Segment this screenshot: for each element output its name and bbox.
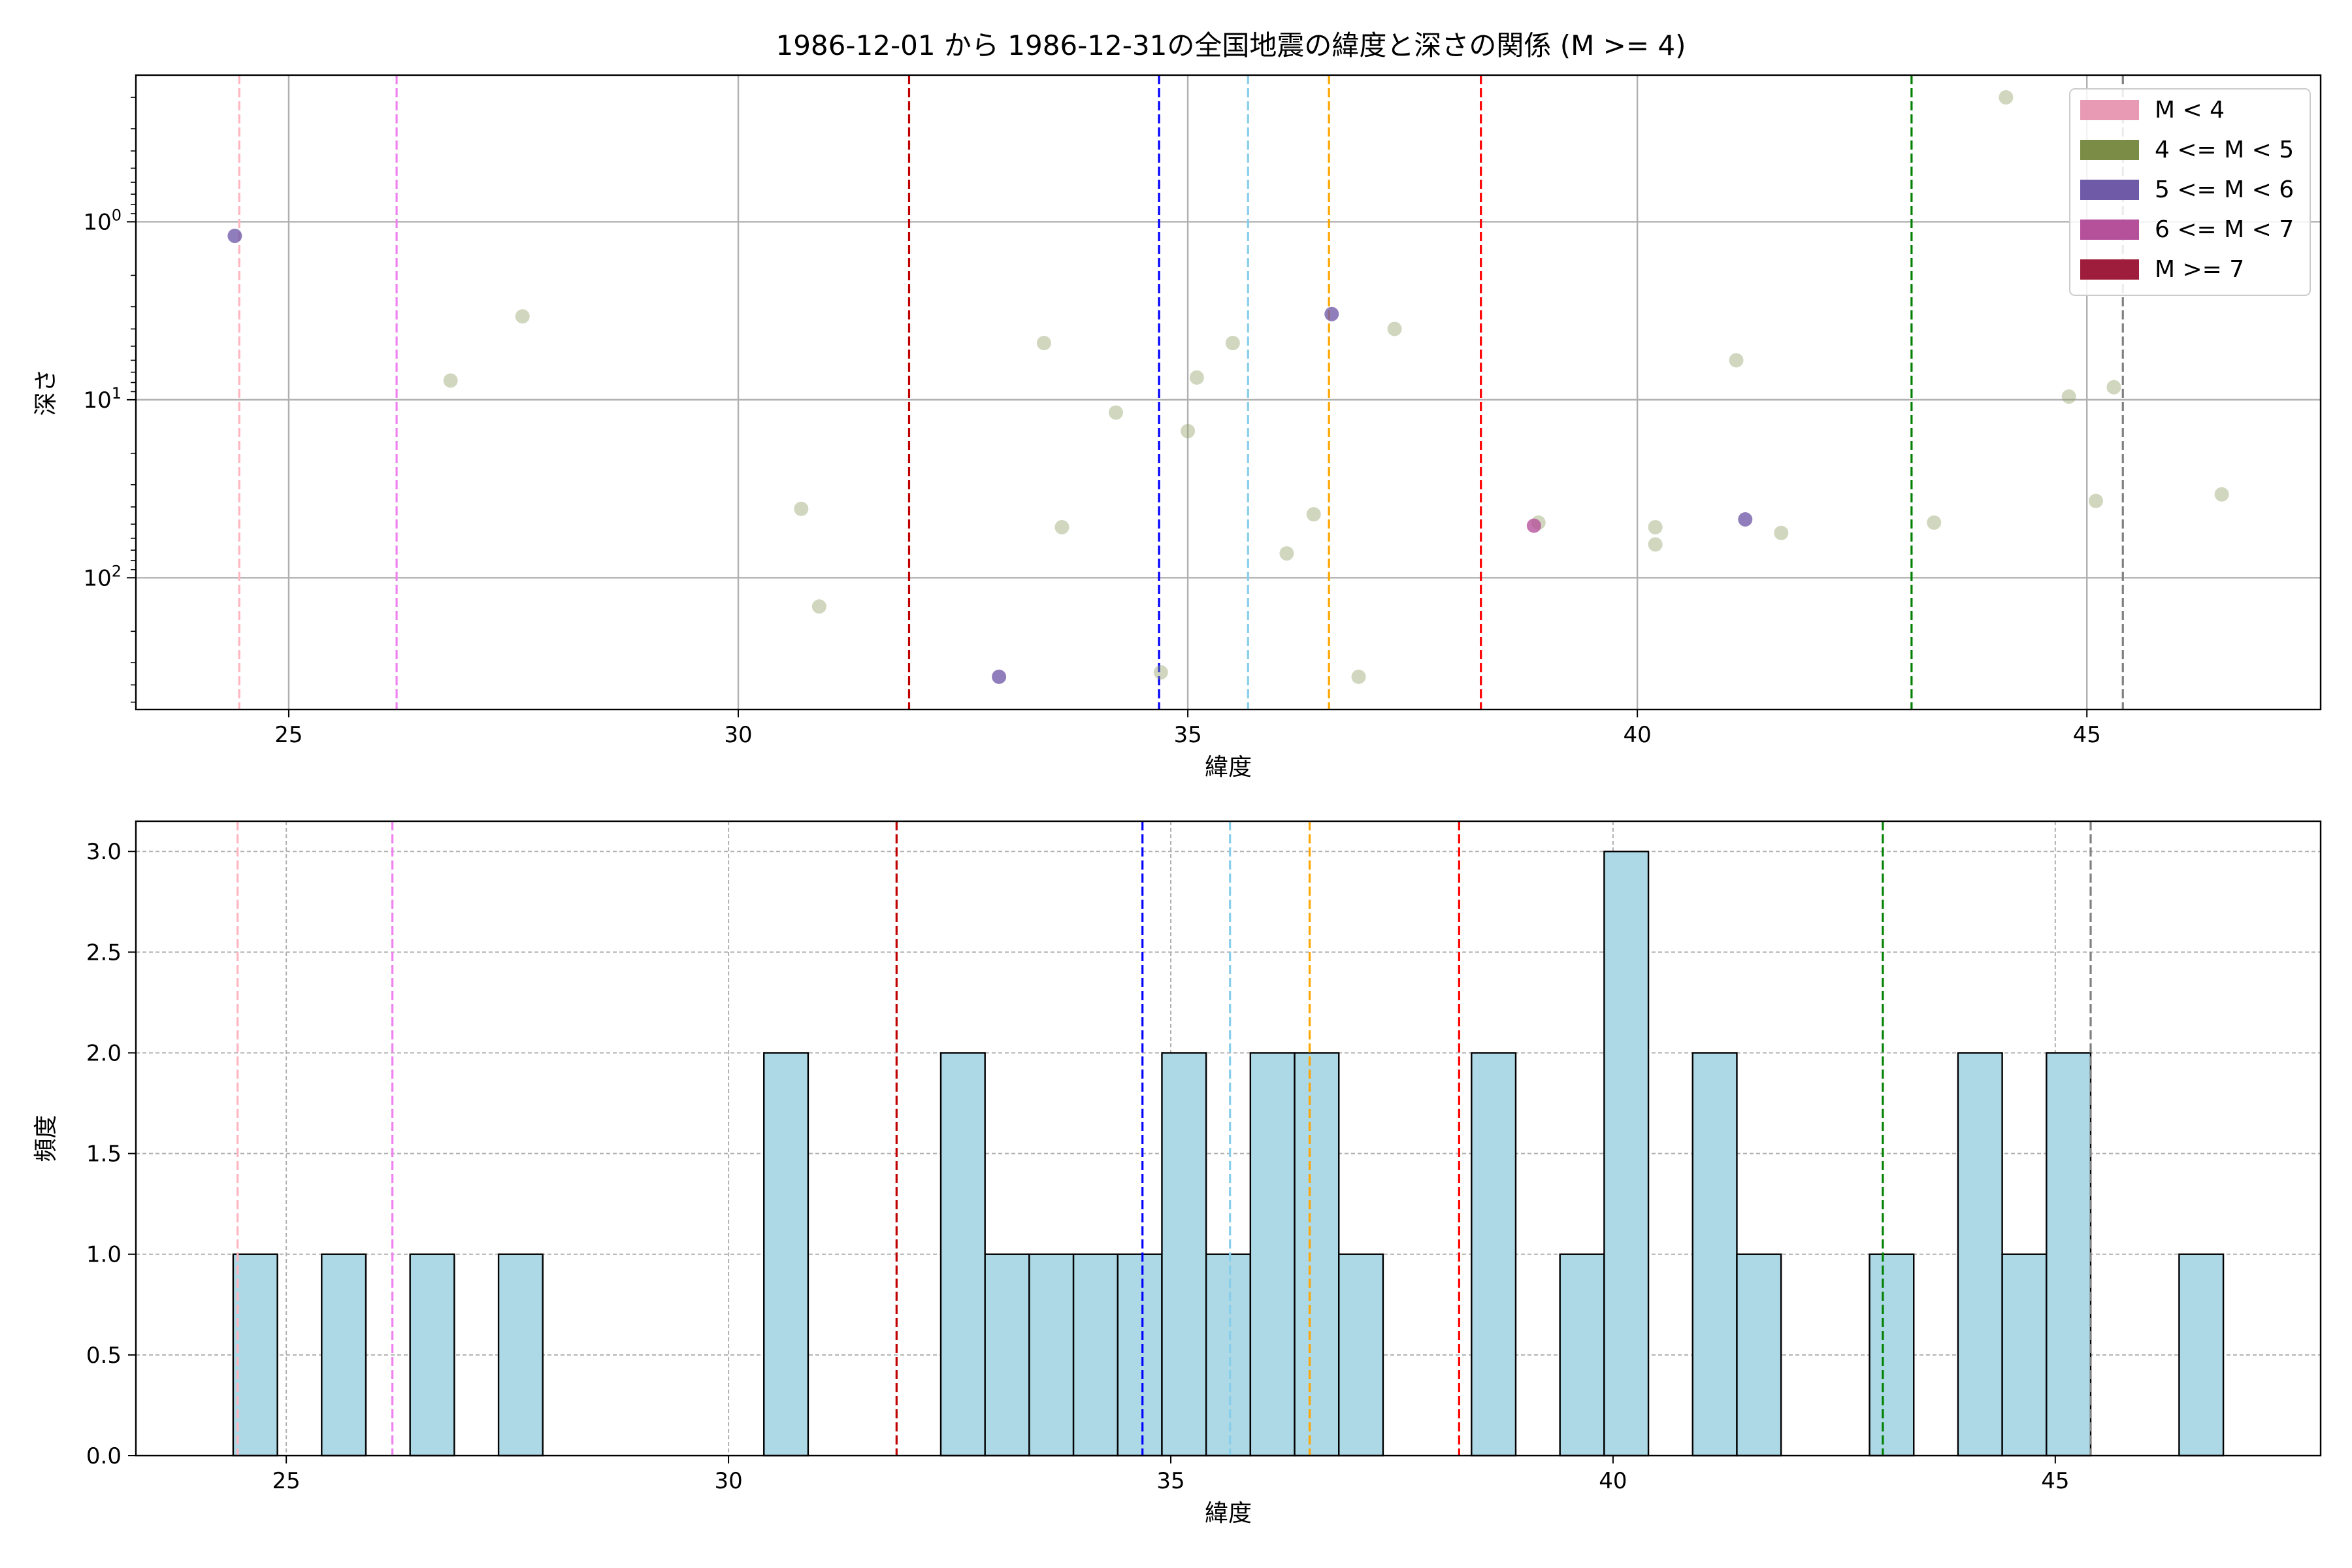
scatter-point — [443, 373, 458, 388]
scatter-point — [2214, 487, 2229, 502]
histogram-bar — [1603, 851, 1650, 1457]
legend-label: 4 <= M < 5 — [2155, 137, 2294, 163]
histogram-bar — [1028, 1253, 1075, 1457]
scatter-y-tick-label: 100 — [83, 206, 122, 235]
histogram-bar — [1161, 1052, 1207, 1457]
histogram-axes-frame — [135, 820, 2322, 1457]
legend-label: M >= 7 — [2155, 256, 2244, 283]
scatter-point — [1648, 519, 1663, 534]
histogram-x-tick-label: 25 — [272, 1468, 301, 1494]
scatter-legend: M < 4 4 <= M < 5 5 <= M < 6 6 <= M < 7 M >= … — [2069, 88, 2311, 296]
scatter-y-axis-label: 深さ — [33, 368, 59, 416]
histogram-bar — [497, 1253, 544, 1457]
scatter-point — [1648, 537, 1663, 552]
scatter-x-tick-label: 30 — [724, 722, 752, 748]
histogram-x-axis-label: 緯度 — [1205, 1500, 1252, 1527]
histogram-y-tick-label: 1.0 — [86, 1242, 122, 1268]
histogram-x-tick-label: 40 — [1599, 1468, 1627, 1494]
scatter-panel: 25 30 35 40 45 100 101 102 緯度 深さ M < 4 4 <= M < 5 5 … — [33, 74, 2322, 781]
scatter-point — [1036, 336, 1051, 351]
histogram-bar — [2001, 1253, 2048, 1457]
histogram-bar — [409, 1253, 455, 1457]
legend-label: 5 <= M < 6 — [2155, 176, 2294, 203]
scatter-point — [1225, 336, 1240, 351]
histogram-y-tick-label: 0.5 — [86, 1343, 122, 1369]
histogram-bar — [1957, 1052, 2003, 1457]
legend-label: M < 4 — [2155, 97, 2225, 123]
histogram-bar — [1736, 1253, 1782, 1457]
scatter-point — [1738, 512, 1753, 527]
scatter-point — [1351, 669, 1366, 684]
scatter-point — [2106, 380, 2121, 395]
histogram-bar — [1691, 1052, 1738, 1457]
scatter-point — [992, 669, 1007, 684]
scatter-y-tick-label: 102 — [83, 562, 122, 591]
scatter-x-tick-label: 45 — [2073, 722, 2101, 748]
histogram-x-tick-label: 35 — [1156, 1468, 1184, 1494]
histogram-y-axis-label: 頻度 — [33, 1115, 59, 1162]
scatter-point — [1526, 518, 1541, 533]
scatter-plot-area — [136, 75, 2321, 710]
scatter-x-tick-label: 25 — [274, 722, 302, 748]
scatter-point — [811, 599, 826, 614]
scatter-point — [1108, 405, 1123, 420]
histogram-bar — [1117, 1253, 1163, 1457]
histogram-bar — [1294, 1052, 1340, 1457]
scatter-point — [1324, 306, 1339, 321]
histogram-bar — [1559, 1253, 1605, 1457]
legend-swatch — [2080, 220, 2139, 240]
histogram-y-tick-label: 0.0 — [86, 1443, 122, 1469]
scatter-point — [515, 309, 530, 324]
scatter-point — [794, 501, 809, 516]
scatter-point — [2088, 493, 2103, 508]
scatter-point — [2061, 389, 2076, 404]
histogram-y-tick-label: 3.0 — [86, 839, 122, 865]
histogram-bar — [1249, 1052, 1296, 1457]
legend-swatch — [2080, 259, 2139, 280]
scatter-x-tick-label: 35 — [1173, 722, 1201, 748]
scatter-point — [1774, 525, 1789, 540]
legend-swatch — [2080, 140, 2139, 160]
scatter-point — [1927, 515, 1942, 530]
scatter-x-axis-label: 緯度 — [1205, 754, 1252, 781]
histogram-y-tick-label: 2.0 — [86, 1040, 122, 1066]
histogram-bar — [984, 1253, 1030, 1457]
scatter-point — [1153, 665, 1168, 680]
scatter-point — [227, 229, 242, 244]
histogram-bar — [1072, 1253, 1119, 1457]
histogram-bar — [763, 1052, 809, 1457]
histogram-bar — [1205, 1253, 1252, 1457]
legend-swatch — [2080, 100, 2139, 120]
scatter-point — [1054, 519, 1070, 534]
histogram-bar — [321, 1253, 367, 1457]
scatter-x-tick-label: 40 — [1624, 722, 1652, 748]
scatter-point — [1999, 90, 2014, 105]
histogram-y-tick-label: 1.5 — [86, 1141, 122, 1168]
histogram-x-tick-label: 30 — [714, 1468, 742, 1494]
scatter-point — [1181, 423, 1196, 438]
histogram-y-tick-label: 2.5 — [86, 939, 122, 966]
legend-label: 6 <= M < 7 — [2155, 216, 2294, 243]
scatter-axes-frame — [135, 74, 2322, 711]
scatter-point — [1729, 353, 1744, 368]
histogram-bar — [2046, 1052, 2092, 1457]
histogram-bar — [1338, 1253, 1384, 1457]
histogram-bar — [1471, 1052, 1517, 1457]
scatter-point — [1279, 546, 1294, 561]
histogram-bar — [1869, 1253, 1915, 1457]
scatter-point — [1306, 507, 1321, 522]
scatter-title: 1986-12-01 から 1986-12-31の全国地震の緯度と深さの関係 (… — [776, 29, 1686, 61]
histogram-bar — [2178, 1253, 2225, 1457]
scatter-y-tick-label: 101 — [83, 384, 122, 414]
histogram-panel: 25 30 35 40 45 0.0 0.5 1.0 1.5 2.0 2.5 3.0 緯度 頻度 — [33, 820, 2322, 1527]
scatter-point — [1189, 370, 1204, 385]
histogram-bar — [939, 1052, 986, 1457]
histogram-bar — [232, 1253, 278, 1457]
scatter-point — [1387, 321, 1402, 336]
histogram-x-tick-label: 45 — [2041, 1468, 2069, 1494]
legend-swatch — [2080, 180, 2139, 200]
